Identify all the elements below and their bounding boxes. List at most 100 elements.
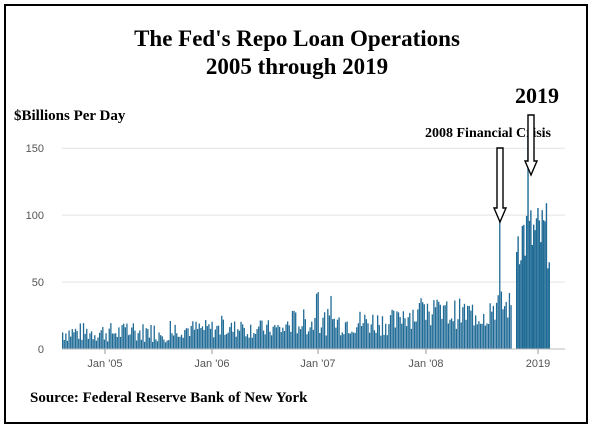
bar (198, 323, 200, 349)
bar (137, 333, 139, 349)
bar (533, 224, 535, 349)
bar (221, 315, 223, 349)
bar (219, 334, 221, 349)
bar (383, 334, 385, 349)
bar (184, 330, 186, 349)
bar (495, 302, 498, 349)
bar (312, 329, 315, 349)
bar (420, 298, 422, 349)
bar (311, 321, 313, 349)
bar (142, 324, 144, 349)
bar (442, 305, 445, 349)
bar (66, 340, 69, 349)
bar (391, 309, 393, 349)
bar (283, 330, 286, 349)
bar (195, 321, 197, 349)
bar (500, 291, 503, 349)
bar (132, 323, 135, 349)
bar (431, 314, 433, 349)
bar (487, 323, 490, 349)
bar (393, 310, 395, 349)
bar (278, 326, 281, 349)
bar (113, 333, 115, 349)
bar (462, 307, 464, 349)
bar (304, 319, 306, 349)
bar (211, 321, 213, 349)
bar (428, 311, 430, 349)
bar (82, 323, 85, 349)
bar (481, 323, 483, 349)
bar (155, 339, 157, 349)
bar (330, 295, 332, 349)
bar (325, 335, 327, 349)
bar (131, 327, 133, 349)
y-tick-label: 0 (38, 344, 44, 356)
bar (503, 306, 506, 349)
bar (534, 230, 536, 349)
bar (81, 339, 83, 349)
bar (486, 323, 488, 349)
bar (399, 317, 401, 349)
bar (352, 332, 355, 349)
bar (473, 325, 475, 349)
bar (467, 305, 469, 349)
bar (516, 252, 518, 349)
bar (180, 334, 183, 349)
bar (87, 338, 90, 349)
bar (205, 320, 207, 349)
bar (216, 325, 218, 349)
chart-frame (4, 4, 588, 424)
bar (169, 320, 171, 349)
bar (126, 323, 128, 349)
bar (367, 323, 369, 349)
bar (299, 329, 302, 349)
bar (240, 321, 242, 349)
bar (401, 323, 403, 349)
bar (267, 320, 270, 349)
bar (76, 331, 78, 349)
annotation-financial-crisis: 2008 Financial Crisis (425, 126, 552, 141)
bar (70, 336, 72, 349)
bar (465, 319, 467, 349)
bar (394, 327, 396, 349)
x-tick-labels: Jan '05 Jan '06 Jan '07 Jan '08 2019 (87, 349, 550, 370)
bar (285, 324, 287, 349)
bar (233, 321, 236, 349)
bar (262, 330, 265, 349)
bar (378, 324, 380, 349)
bar (463, 303, 466, 349)
bar (238, 330, 241, 349)
arrow-2019-icon (523, 114, 539, 177)
bar (224, 334, 226, 349)
bar (287, 321, 289, 349)
bar (135, 340, 138, 349)
bar (179, 336, 181, 349)
y-tick-label: 50 (32, 277, 44, 289)
bar (172, 335, 175, 349)
bar (439, 304, 441, 349)
bar (386, 335, 388, 349)
bar (274, 325, 276, 349)
bar (314, 317, 316, 349)
bar (230, 322, 233, 349)
bar (250, 324, 252, 349)
bar (270, 335, 273, 349)
bar (129, 334, 131, 349)
bar (222, 319, 225, 349)
bar (520, 260, 522, 349)
bar (375, 332, 377, 349)
bar (232, 331, 234, 349)
bar (208, 324, 210, 349)
bar (182, 337, 184, 349)
bar (153, 325, 155, 349)
bar (433, 300, 435, 349)
bar (317, 292, 319, 349)
bar (426, 303, 429, 349)
bar (418, 303, 421, 349)
bar (545, 203, 548, 349)
bar (450, 318, 453, 349)
bar (171, 333, 173, 349)
bar (412, 309, 414, 349)
bar (491, 311, 493, 349)
bar (523, 224, 525, 349)
